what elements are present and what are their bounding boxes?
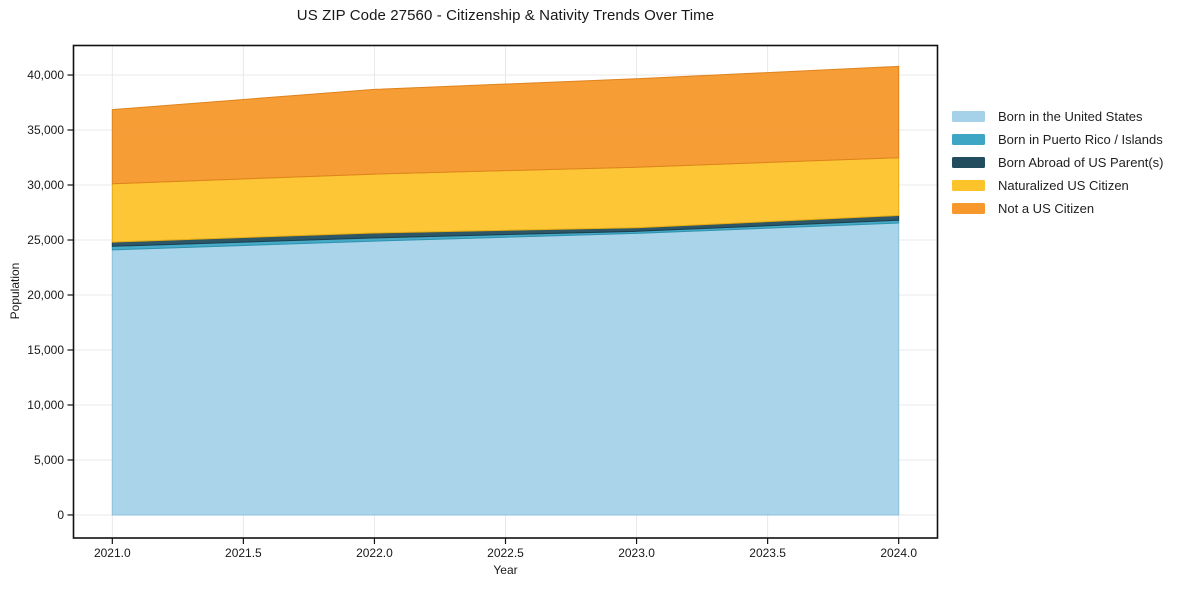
legend-swatch-puerto-rico-islands <box>952 134 985 145</box>
tick-marks <box>67 74 900 544</box>
y-tick-label: 5,000 <box>34 453 64 467</box>
legend-item-naturalized: Naturalized US Citizen <box>952 174 1163 197</box>
legend: Born in the United States Born in Puerto … <box>952 105 1163 220</box>
area-not-citizen <box>111 65 900 185</box>
chart-title: US ZIP Code 27560 - Citizenship & Nativi… <box>296 7 715 24</box>
x-tick-label: 2022.0 <box>356 546 393 560</box>
y-tick-label: 40,000 <box>27 68 64 82</box>
legend-label: Born in the United States <box>998 109 1143 124</box>
x-tick-label: 2023.5 <box>749 546 786 560</box>
x-tick-label: 2022.5 <box>487 546 524 560</box>
x-tick-label: 2021.5 <box>225 546 262 560</box>
legend-item-not-citizen: Not a US Citizen <box>952 197 1163 220</box>
legend-swatch-born-abroad <box>952 157 985 168</box>
stacked-areas <box>111 65 900 516</box>
x-tick-label: 2024.0 <box>880 546 917 560</box>
y-axis-title: Population <box>8 262 22 320</box>
x-tick-label: 2021.0 <box>94 546 131 560</box>
y-tick-label: 20,000 <box>27 288 64 302</box>
legend-item-born-abroad: Born Abroad of US Parent(s) <box>952 151 1163 174</box>
legend-label: Naturalized US Citizen <box>998 178 1129 193</box>
legend-swatch-born-us <box>952 111 985 122</box>
y-tick-label: 0 <box>57 508 64 522</box>
legend-label: Born Abroad of US Parent(s) <box>998 155 1164 170</box>
y-tick-label: 25,000 <box>27 233 64 247</box>
x-tick-label: 2023.0 <box>618 546 655 560</box>
area-born-us <box>111 222 900 516</box>
legend-item-puerto-rico-islands: Born in Puerto Rico / Islands <box>952 128 1163 151</box>
plot-frame <box>72 44 939 539</box>
legend-label: Not a US Citizen <box>998 201 1095 216</box>
x-axis-title: Year <box>493 563 518 577</box>
y-tick-label: 15,000 <box>27 343 64 357</box>
legend-swatch-naturalized <box>952 180 985 191</box>
y-tick-label: 30,000 <box>27 178 64 192</box>
legend-label: Born in Puerto Rico / Islands <box>998 132 1163 147</box>
legend-item-born-us: Born in the United States <box>952 105 1163 128</box>
y-tick-label: 10,000 <box>27 398 64 412</box>
y-tick-label: 35,000 <box>27 123 64 137</box>
legend-swatch-not-citizen <box>952 203 985 214</box>
